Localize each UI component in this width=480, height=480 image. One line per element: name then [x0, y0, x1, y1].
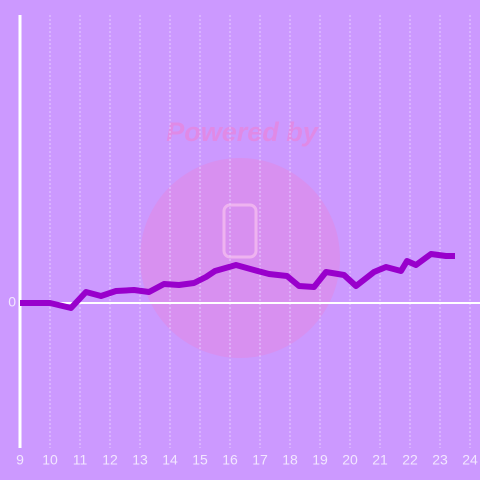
- x-tick-label: 21: [372, 452, 388, 468]
- x-tick-label: 18: [282, 452, 298, 468]
- x-tick-label: 16: [222, 452, 238, 468]
- x-tick-label: 11: [73, 452, 88, 468]
- x-tick-label: 22: [402, 452, 418, 468]
- x-tick-label: 14: [162, 452, 178, 468]
- x-tick-label: 23: [432, 452, 448, 468]
- watermark-icon: [222, 203, 258, 259]
- x-tick-label: 9: [16, 452, 24, 468]
- x-tick-label: 24: [462, 452, 478, 468]
- x-tick-label: 12: [102, 452, 118, 468]
- x-tick-label: 13: [132, 452, 148, 468]
- watermark-text: Powered by: [166, 117, 320, 147]
- data-line: [20, 251, 455, 311]
- x-tick-label: 17: [252, 452, 268, 468]
- x-tick-label: 19: [312, 452, 328, 468]
- x-tick-label: 10: [42, 452, 58, 468]
- y-tick-label: 0: [8, 294, 16, 310]
- x-tick-label: 20: [342, 452, 358, 468]
- x-tick-label: 15: [192, 452, 208, 468]
